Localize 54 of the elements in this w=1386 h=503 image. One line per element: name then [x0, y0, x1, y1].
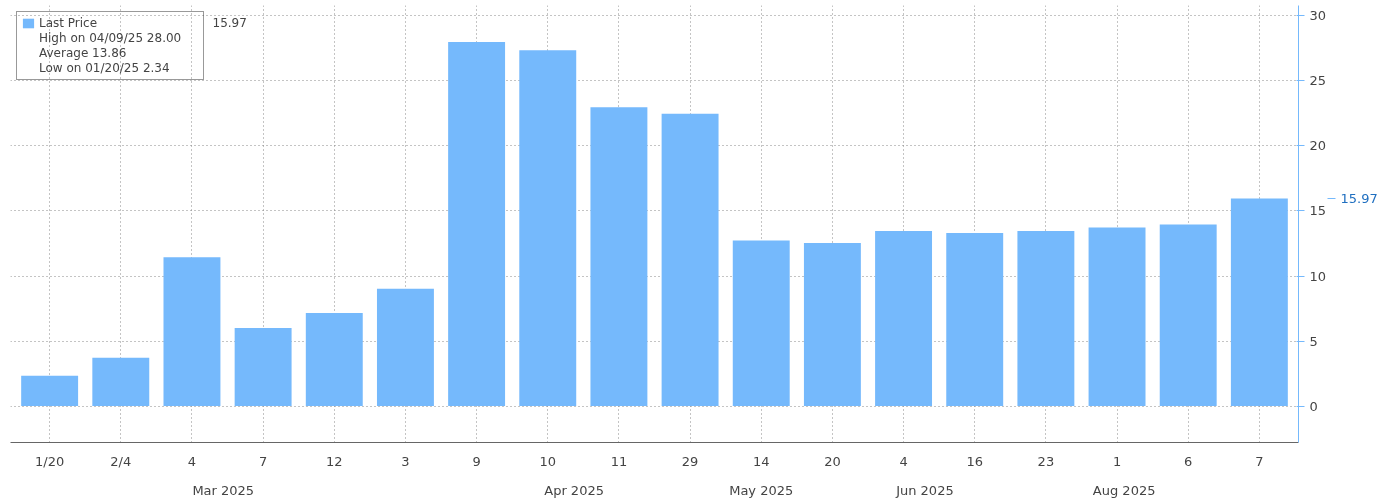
- bar: [946, 232, 1004, 407]
- legend-label: Last Price: [39, 16, 99, 30]
- bar: [21, 375, 79, 407]
- y-tick-label: 5: [1309, 333, 1318, 349]
- x-tick-label: 12: [326, 453, 343, 469]
- x-tick-label: 1: [1112, 453, 1122, 469]
- text: May 2025: [729, 482, 794, 498]
- bar: [732, 240, 790, 407]
- x-tick-label: 23: [1037, 453, 1055, 469]
- bar: [1088, 227, 1146, 407]
- bar: [448, 41, 506, 407]
- annotation: Average 13.86: [39, 46, 128, 60]
- x-tick-label: 3: [401, 453, 410, 469]
- bar: [519, 50, 577, 407]
- x-tick-label: 7: [1255, 453, 1264, 469]
- bar: [163, 257, 221, 407]
- x-tick-label: 10: [539, 453, 557, 469]
- annotation: High on 04/09/25 28.00: [39, 31, 183, 45]
- text: Aug 2025: [1092, 482, 1156, 498]
- bar: [875, 231, 933, 407]
- bar: [803, 243, 861, 407]
- x-tick-label: 2/4: [110, 453, 132, 469]
- text: Jun 2025: [895, 482, 954, 498]
- y-tick-label: 0: [1309, 398, 1318, 414]
- x-tick-label: 4: [899, 453, 908, 469]
- bar: [92, 357, 150, 407]
- text: 15.97: [1340, 190, 1378, 206]
- bar: [590, 107, 648, 407]
- x-tick-label: 7: [258, 453, 268, 469]
- y-tick-label: 15: [1309, 203, 1327, 219]
- y-tick-label: 20: [1309, 138, 1327, 154]
- x-tick-label: 14: [752, 453, 770, 469]
- bar: [234, 328, 292, 407]
- x-tick-label: 4: [187, 453, 197, 469]
- annotation: 15.97: [212, 16, 247, 30]
- y-tick-label: 10: [1309, 268, 1327, 284]
- text: Apr 2025: [544, 482, 604, 498]
- bar: [376, 288, 434, 407]
- x-tick-label: 1/20: [35, 453, 65, 469]
- bar: [661, 113, 719, 407]
- text: Mar 2025: [192, 482, 255, 498]
- x-tick-label: 11: [610, 453, 628, 469]
- y-tick-label: 30: [1309, 8, 1327, 24]
- x-tick-label: 20: [824, 453, 841, 469]
- y-tick-label: 25: [1309, 73, 1327, 89]
- x-tick-label: 9: [472, 453, 481, 469]
- bar: [1159, 224, 1217, 407]
- annotation: Low on 01/20/25 2.34: [39, 61, 171, 75]
- bar: [1017, 231, 1075, 407]
- x-tick-label: 6: [1184, 453, 1193, 469]
- x-tick-label: 29: [681, 453, 699, 469]
- bar: [305, 312, 363, 407]
- x-tick-label: 16: [966, 453, 983, 469]
- bar: [1230, 198, 1288, 407]
